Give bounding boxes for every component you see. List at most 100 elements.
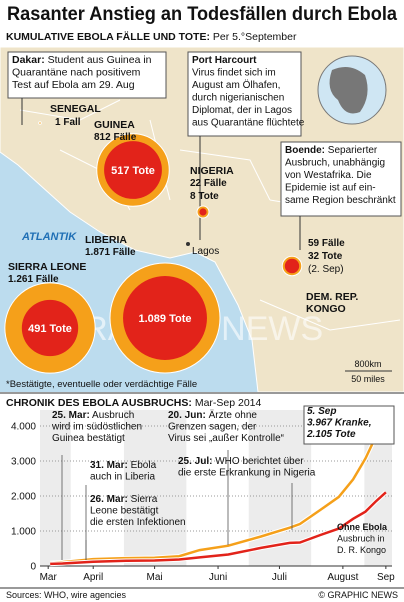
subtitle-lead: KUMULATIVE EBOLA FÄLLE UND TOTE: (6, 30, 210, 43)
callout-line: Ausbruch, unabhängig (285, 158, 385, 169)
month-band (40, 410, 71, 566)
callout-box (187, 51, 302, 137)
callout-line: Test auf Ebola am 29. Aug (12, 79, 135, 91)
country-name: LIBERIA (85, 234, 127, 246)
series-line (50, 426, 387, 565)
y-tick-label: 1.000 (11, 527, 36, 538)
cases-label: 1.261 Fälle (8, 274, 59, 285)
y-tick-label: 3.000 (11, 457, 36, 468)
callout-line: 3.967 Kranke, (307, 418, 372, 429)
month-band (123, 410, 187, 566)
cases-label: 22 Fälle (190, 178, 227, 189)
callout-line: same Region beschränkt (285, 195, 396, 206)
callout-text: 26. Mar: Sierra Leone bestätigt die ersten… (90, 494, 186, 528)
callout-line: Leone bestätigt (90, 506, 159, 517)
callout-text: 25. Jul: WHO berichtet über die erste Erk… (178, 456, 316, 479)
country-name: SIERRA LEONE (8, 261, 86, 273)
callout-line: D. R. Kongo (337, 545, 386, 555)
callout-line: WHO berichtet über (212, 456, 304, 467)
callout-lead: Dakar: (12, 54, 45, 66)
callout-line: Epidemie ist auf ein- (285, 183, 376, 194)
callout-line: durch nigerianischen (192, 93, 284, 104)
cases-label: 1 Fall (55, 117, 81, 128)
callout-text: 25. Mar: Ausbruch wird im südöstlichen Gui… (51, 410, 142, 444)
cases-label: 1.871 Fälle (85, 247, 136, 258)
country-name-line: GUINEA (94, 119, 135, 131)
callout-text: 20. Jun: Ärzte ohne Grenzen sagen, der Vir… (168, 409, 284, 444)
callout-lead: 26. Mar: (90, 494, 128, 505)
callout-line: Diplomat, der in Lagos (192, 105, 292, 116)
country-name-line: SENEGAL (50, 103, 101, 115)
x-tick-label: August (327, 572, 358, 583)
x-tick-label: Sep (377, 572, 395, 583)
cases-label: 812 Fälle (94, 132, 137, 143)
deaths-label: 1.089 Tote (139, 313, 192, 325)
callout-line: von Westafrika. Die (285, 170, 372, 181)
callout-line: die ersten Infektionen (90, 517, 186, 528)
footnote: *Bestätigte, eventuelle oder verdächtige… (6, 379, 197, 390)
x-tick-label: Juli (272, 572, 287, 583)
credit: © GRAPHIC NEWS (318, 590, 398, 600)
callout-lead: Ohne Ebola (337, 522, 388, 532)
country-name-line: SIERRA LEONE (8, 261, 86, 273)
callout-lead: Boende: (285, 145, 325, 156)
callout-line: Student aus Guinea in (45, 54, 152, 66)
callout-lead: Port Harcourt (192, 55, 257, 66)
callout-line: die erste Erkrankung in Nigeria (178, 468, 316, 479)
y-tick-label: 2.000 (11, 492, 36, 503)
chart-title-lead: CHRONIK DES EBOLA AUSBRUCHS: (6, 397, 192, 409)
callout-box (280, 141, 402, 217)
y-tick-label: 0 (30, 562, 36, 573)
callout-line: Sierra (128, 494, 158, 505)
callout-text: Ohne Ebola Ausbruch in D. R. Kongo (337, 522, 388, 555)
y-tick-label: 4.000 (11, 422, 36, 433)
callout-line: Guinea bestätigt (52, 433, 125, 444)
callout-text: 5. Sep 3.967 Kranke, 2.105 Tote (306, 406, 372, 440)
deaths-label: 491 Tote (28, 323, 72, 335)
deaths-bubble (199, 208, 207, 216)
scale-label: 800km (354, 359, 381, 369)
subtitle: KUMULATIVE EBOLA FÄLLE UND TOTE: Per 5.°… (6, 30, 297, 43)
callout-line: Ausbruch (90, 410, 134, 421)
land (0, 46, 404, 393)
callout-lead: 25. Mar: (52, 410, 90, 421)
callout-line: Ausbruch in (337, 534, 385, 544)
map (0, 46, 404, 393)
callout-line: Virus findet sich im (192, 68, 276, 79)
callout-text: Dakar: Student aus Guinea in Quarantäne n… (12, 54, 152, 91)
country-name-line: KONGO (306, 303, 346, 315)
country-name-line: LIBERIA (85, 234, 127, 246)
cases-bubble (38, 121, 42, 125)
sea-label: ATLANTIK (21, 231, 77, 243)
callout-line: Separierter (325, 145, 378, 156)
sources: Sources: WHO, wire agencies (6, 590, 127, 600)
callout-text: 31. Mar: Ebola auch in Liberia (90, 460, 157, 483)
country-name-line: NIGERIA (190, 165, 234, 177)
deaths-label: 8 Tote (190, 191, 219, 202)
chart-title-rest: Mar-Sep 2014 (192, 397, 262, 409)
city-label: Lagos (192, 246, 219, 257)
callout-lead: 31. Mar: (90, 460, 128, 471)
callout-lead: 25. Jul: (178, 456, 212, 467)
callout-line: Quarantäne nach positivem (12, 67, 141, 79)
deaths-label: 517 Tote (111, 165, 155, 177)
deaths-bubble (284, 258, 300, 274)
callout-line: Grenzen sagen, der (168, 422, 257, 433)
callout-line: Virus sei „außer Kontrolle“ (168, 433, 284, 444)
callout-line: auch in Liberia (90, 472, 155, 483)
callout-line: 2.105 Tote (306, 429, 356, 440)
callout-lead: 5. Sep (307, 406, 336, 417)
deaths-bubble (123, 276, 207, 360)
country-name: DEM. REP. KONGO (306, 291, 358, 315)
x-tick-label: Juni (209, 572, 227, 583)
callout-line: wird im südöstlichen (51, 422, 142, 433)
series-line (50, 491, 387, 566)
annotation-box (303, 405, 395, 445)
chart-title: CHRONIK DES EBOLA AUSBRUCHS: Mar-Sep 201… (6, 397, 262, 409)
country-name: GUINEA (94, 119, 135, 131)
callout-text: Boende: Separierter Ausbruch, unabhängig v… (285, 145, 396, 206)
callout-box (7, 51, 167, 99)
country-name: NIGERIA (190, 165, 234, 177)
country-name: SENEGAL (50, 103, 101, 115)
